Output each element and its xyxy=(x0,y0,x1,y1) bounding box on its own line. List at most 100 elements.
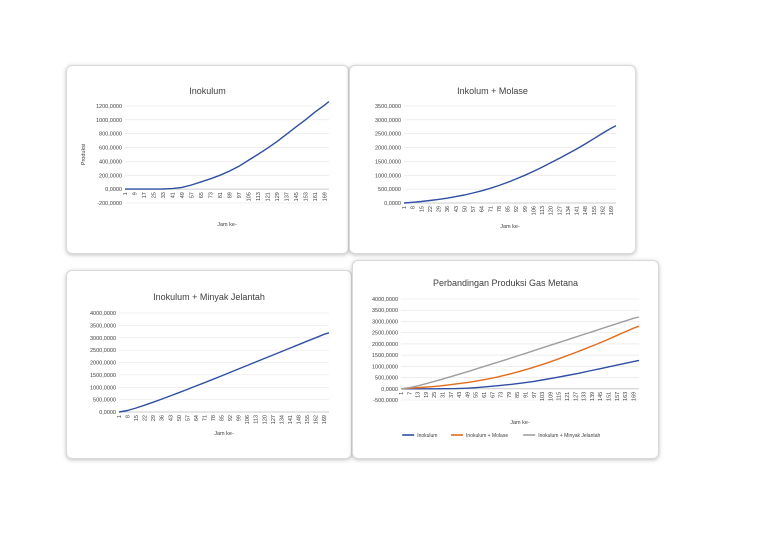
x-tick-label: 163 xyxy=(623,392,629,401)
x-tick-label: 169 xyxy=(609,206,615,215)
x-tick-label: 127 xyxy=(557,206,563,215)
chart-panel-inokulum-molase: Inkolum + Molase 0,0000 500,0000 1000,0000 1… xyxy=(349,65,636,254)
x-tick-label: 141 xyxy=(288,415,294,424)
x-tick-label: 92 xyxy=(514,206,520,212)
x-tick-label: 97 xyxy=(237,192,243,198)
x-tick-label: 91 xyxy=(524,392,530,398)
chart-title: Inokulum + Minyak Jelantah xyxy=(153,292,265,302)
x-tick-label: 127 xyxy=(271,415,277,424)
x-tick-label: 169 xyxy=(631,392,637,401)
chart-inokulum: Inokulum -200,0000 0,0000 200,0000 400,0000 6… xyxy=(81,86,330,228)
x-tick-label: 1 xyxy=(399,392,405,395)
x-axis-label: Jam ke- xyxy=(500,224,520,230)
y-tick-label: 500,0000 xyxy=(378,187,401,193)
x-tick-label: 148 xyxy=(296,415,302,424)
x-tick-label: 37 xyxy=(449,392,455,398)
chart-inokulum-molase: Inkolum + Molase 0,0000 500,0000 1000,0000 1… xyxy=(375,86,617,230)
y-tick-label: 500,0000 xyxy=(375,376,398,382)
x-tick-label: 25 xyxy=(151,192,157,198)
x-tick-label: 29 xyxy=(437,206,443,212)
x-tick-label: 13 xyxy=(416,392,422,398)
x-tick-label: 162 xyxy=(600,206,606,215)
series-line-3 xyxy=(400,316,640,390)
y-tick-label: 1500,0000 xyxy=(372,353,398,359)
y-tick-label: -200,0000 xyxy=(97,201,122,207)
x-tick-label: 139 xyxy=(590,392,596,401)
series-line-1 xyxy=(403,125,617,204)
x-tick-label: 81 xyxy=(218,192,224,198)
x-tick-label: 162 xyxy=(314,415,320,424)
x-tick-label: 71 xyxy=(488,206,494,212)
x-tick-label: 43 xyxy=(454,206,460,212)
x-tick-label: 78 xyxy=(211,415,217,421)
x-tick-label: 73 xyxy=(499,392,505,398)
x-tick-label: 120 xyxy=(262,415,268,424)
x-tick-label: 57 xyxy=(185,415,191,421)
x-tick-label: 161 xyxy=(313,192,319,201)
x-tick-label: 85 xyxy=(220,415,226,421)
x-tick-label: 141 xyxy=(575,206,581,215)
x-tick-label: 1 xyxy=(117,415,123,418)
y-tick-label: 3500,0000 xyxy=(375,104,401,110)
x-tick-label: 134 xyxy=(279,415,285,424)
x-tick-label: 8 xyxy=(411,206,417,209)
series-line-1 xyxy=(125,100,330,190)
legend-label-3: Inokulum + Minyak Jelantah xyxy=(538,433,600,439)
x-tick-label: 71 xyxy=(202,415,208,421)
x-tick-label: 31 xyxy=(441,392,447,398)
x-tick-label: 145 xyxy=(598,392,604,401)
chart-perbandingan: Perbandingan Produksi Gas Metana -500,000… xyxy=(372,278,640,439)
chart-title: Perbandingan Produksi Gas Metana xyxy=(433,278,578,288)
x-tick-label: 157 xyxy=(615,392,621,401)
x-tick-label: 61 xyxy=(482,392,488,398)
x-tick-label: 17 xyxy=(142,192,148,198)
x-tick-label: 22 xyxy=(428,206,434,212)
x-tick-label: 36 xyxy=(445,206,451,212)
x-tick-label: 99 xyxy=(523,206,529,212)
y-tick-label: 200,0000 xyxy=(99,173,122,179)
x-tick-label: 109 xyxy=(548,392,554,401)
y-tick-label: 0,0000 xyxy=(105,187,122,193)
x-axis-label: Jam ke- xyxy=(510,420,530,426)
x-tick-label: 127 xyxy=(573,392,579,401)
x-tick-label: 41 xyxy=(170,192,176,198)
chart-panel-inokulum: Inokulum -200,0000 0,0000 200,0000 400,0000 6… xyxy=(66,65,349,254)
x-tick-label: 137 xyxy=(284,192,290,201)
y-tick-label: 3500,0000 xyxy=(372,308,398,314)
series-line-1 xyxy=(401,359,640,390)
x-tick-label: 22 xyxy=(143,415,149,421)
x-tick-label: 19 xyxy=(424,392,430,398)
x-tick-label: 29 xyxy=(151,415,157,421)
x-tick-label: 134 xyxy=(566,206,572,215)
x-tick-label: 64 xyxy=(194,415,200,421)
x-axis-label: Jam ke- xyxy=(214,431,234,437)
y-tick-label: 3000,0000 xyxy=(372,319,398,325)
x-tick-label: 73 xyxy=(208,192,214,198)
y-axis-label: Produksi xyxy=(81,144,87,165)
y-tick-label: -500,0000 xyxy=(373,398,398,404)
x-tick-label: 153 xyxy=(303,192,309,201)
x-tick-label: 33 xyxy=(161,192,167,198)
x-tick-label: 92 xyxy=(228,415,234,421)
x-tick-label: 25 xyxy=(432,392,438,398)
series-line-2 xyxy=(400,325,640,390)
x-tick-label: 148 xyxy=(583,206,589,215)
y-tick-label: 800,0000 xyxy=(99,132,122,138)
y-tick-label: 2000,0000 xyxy=(375,146,401,152)
x-tick-label: 50 xyxy=(462,206,468,212)
x-tick-label: 120 xyxy=(549,206,555,215)
y-tick-label: 1500,0000 xyxy=(375,159,401,165)
x-tick-label: 113 xyxy=(540,206,546,215)
x-tick-label: 113 xyxy=(256,192,262,201)
y-tick-label: 2500,0000 xyxy=(372,331,398,337)
y-tick-label: 2500,0000 xyxy=(90,348,116,354)
x-tick-label: 50 xyxy=(177,415,183,421)
y-tick-label: 600,0000 xyxy=(99,146,122,152)
y-tick-label: 4000,0000 xyxy=(372,297,398,303)
y-tick-label: 1000,0000 xyxy=(96,118,122,124)
x-tick-label: 145 xyxy=(294,192,300,201)
legend-label-2: Inokulum + Molase xyxy=(466,433,508,439)
y-tick-label: 2500,0000 xyxy=(375,132,401,138)
x-tick-label: 151 xyxy=(607,392,613,401)
x-tick-label: 55 xyxy=(474,392,480,398)
